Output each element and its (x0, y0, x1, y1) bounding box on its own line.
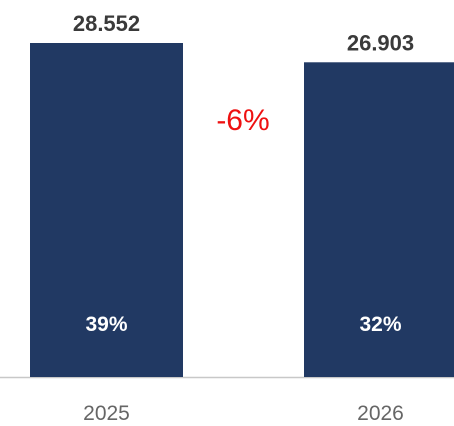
value-label-2026: 26.903 (347, 30, 414, 55)
value-label-2025: 28.552 (73, 11, 140, 36)
bar-2025 (30, 43, 183, 377)
inner-label-2025: 39% (85, 313, 127, 336)
bar-2026 (304, 62, 454, 378)
inner-label-2026: 32% (359, 313, 401, 336)
x-tick-2025: 2025 (83, 402, 130, 421)
bars-layer: 28.552 39% 2025 26.903 32% 2026 (30, 11, 454, 425)
x-tick-2026: 2026 (357, 402, 404, 421)
change-label: -6% (216, 104, 269, 137)
